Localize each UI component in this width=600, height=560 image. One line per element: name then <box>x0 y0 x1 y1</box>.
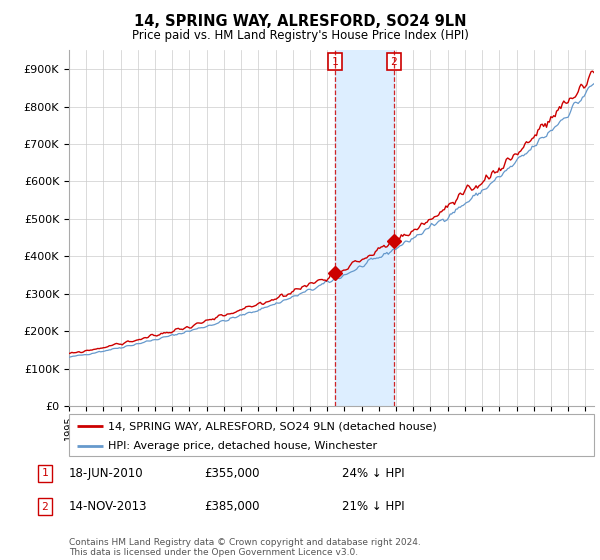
Text: 14, SPRING WAY, ALRESFORD, SO24 9LN: 14, SPRING WAY, ALRESFORD, SO24 9LN <box>134 14 466 29</box>
Text: 1: 1 <box>41 468 49 478</box>
Text: HPI: Average price, detached house, Winchester: HPI: Average price, detached house, Winc… <box>109 441 377 451</box>
FancyBboxPatch shape <box>69 414 594 456</box>
Text: Contains HM Land Registry data © Crown copyright and database right 2024.
This d: Contains HM Land Registry data © Crown c… <box>69 538 421 557</box>
Bar <box>335 50 394 406</box>
Text: £385,000: £385,000 <box>204 500 260 514</box>
Text: £355,000: £355,000 <box>204 466 260 480</box>
Text: 21% ↓ HPI: 21% ↓ HPI <box>342 500 404 514</box>
Text: 1: 1 <box>332 57 338 67</box>
Text: 14-NOV-2013: 14-NOV-2013 <box>69 500 148 514</box>
Text: 14, SPRING WAY, ALRESFORD, SO24 9LN (detached house): 14, SPRING WAY, ALRESFORD, SO24 9LN (det… <box>109 421 437 431</box>
Text: Price paid vs. HM Land Registry's House Price Index (HPI): Price paid vs. HM Land Registry's House … <box>131 29 469 42</box>
Text: 2: 2 <box>391 57 397 67</box>
Text: 24% ↓ HPI: 24% ↓ HPI <box>342 466 404 480</box>
Text: 2: 2 <box>41 502 49 512</box>
Text: 18-JUN-2010: 18-JUN-2010 <box>69 466 143 480</box>
